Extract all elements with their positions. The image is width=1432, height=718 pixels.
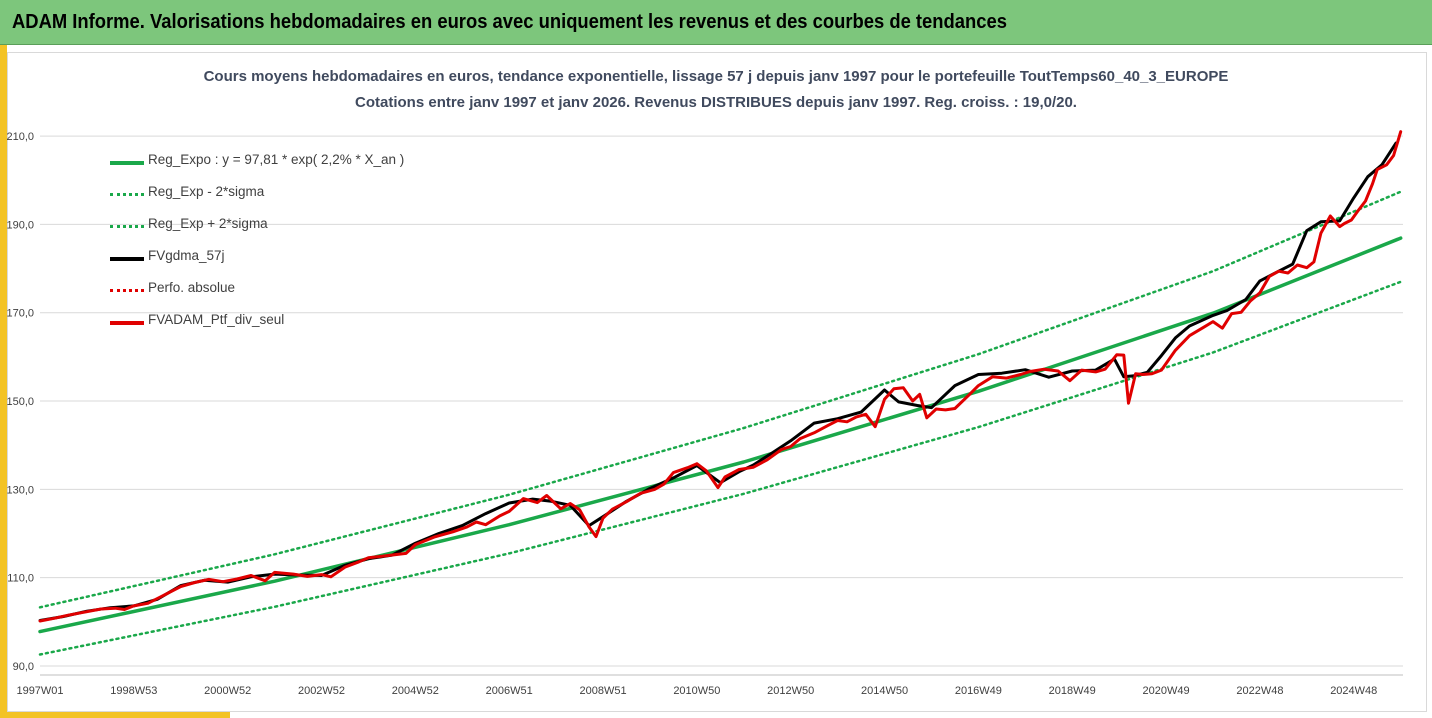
legend-label: Reg_Expo : y = 97,81 * exp( 2,2% * X_an … [148,152,405,167]
x-tick-label: 2016W49 [955,685,1002,697]
x-tick-label: 1997W01 [16,685,63,697]
y-tick-label: 130,0 [6,484,34,496]
legend-swatch [110,257,144,261]
x-tick-label: 2020W49 [1143,685,1190,697]
x-tick-label: 2000W52 [204,685,251,697]
legend-label: Reg_Exp + 2*sigma [148,216,268,231]
x-tick-label: 2010W50 [673,685,720,697]
report-header: ADAM Informe. Valorisations hebdomadaire… [0,0,1432,45]
y-tick-label: 170,0 [6,308,34,320]
chart-area [7,52,1427,712]
x-tick-label: 2014W50 [861,685,908,697]
series-line-5 [38,130,1403,623]
series-line-2 [38,190,1402,609]
series-line-3 [38,141,1398,622]
chart-title-line-2: Cotations entre janv 1997 et janv 2026. … [355,94,1077,111]
accent-bar-bottom [0,712,230,718]
y-tick-label: 210,0 [6,131,34,143]
report-title: ADAM Informe. Valorisations hebdomadaire… [12,11,1007,33]
y-tick-label: 190,0 [6,219,34,231]
chart-title-line-1: Cours moyens hebdomadaires en euros, ten… [203,68,1229,85]
legend-label: Reg_Exp - 2*sigma [148,184,265,199]
y-tick-label: 150,0 [6,396,34,408]
x-tick-label: 1998W53 [110,685,157,697]
x-tick-label: 2024W48 [1330,685,1377,697]
x-tick-label: 2022W48 [1236,685,1283,697]
legend-swatch [110,161,144,165]
x-tick-label: 2006W51 [486,685,533,697]
series-line-0 [38,236,1403,634]
legend-label: FVgdma_57j [148,248,225,263]
x-tick-label: 2004W52 [392,685,439,697]
x-tick-label: 2018W49 [1049,685,1096,697]
x-tick-label: 2012W50 [767,685,814,697]
legend-swatch [110,193,144,196]
legend-label: Perfo. absolue [148,280,236,295]
legend-swatch [110,289,144,292]
legend-label: FVADAM_Ptf_div_seul [148,312,285,327]
legend-swatch [110,321,144,325]
accent-bar-left [0,45,7,718]
x-tick-label: 2008W51 [579,685,626,697]
y-tick-label: 110,0 [7,573,34,585]
series-line-1 [38,280,1402,656]
x-tick-label: 2002W52 [298,685,345,697]
y-tick-label: 90,0 [13,661,34,673]
legend-swatch [110,225,144,228]
